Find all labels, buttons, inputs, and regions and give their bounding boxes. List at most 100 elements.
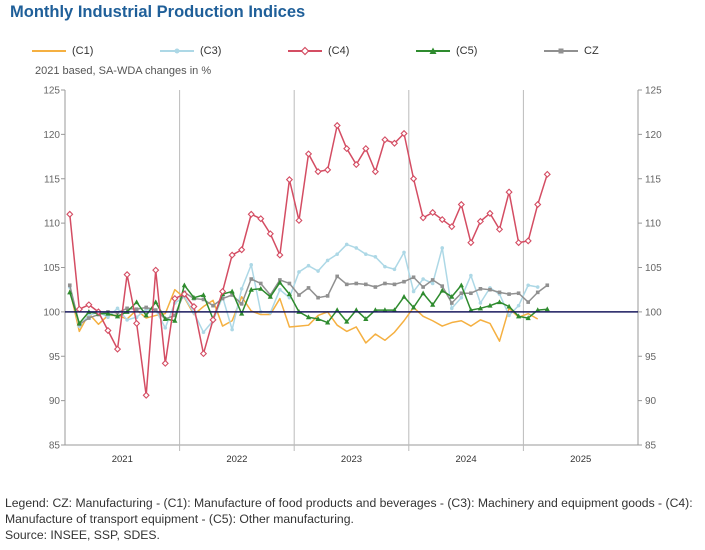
series-line-c3 xyxy=(69,243,538,334)
point-c3 xyxy=(421,277,425,281)
point-c4 xyxy=(142,391,150,399)
point-cz xyxy=(430,278,435,282)
point-cz xyxy=(440,284,445,288)
point-cz xyxy=(287,281,292,286)
point-c3 xyxy=(297,270,301,274)
point-c3 xyxy=(383,264,387,269)
point-cz xyxy=(335,274,339,279)
point-cz xyxy=(421,285,425,289)
point-cz xyxy=(354,281,359,286)
point-c4 xyxy=(190,302,198,311)
point-cz xyxy=(478,287,483,291)
point-c5 xyxy=(363,316,369,321)
point-cz xyxy=(516,291,521,296)
point-cz xyxy=(392,282,397,287)
point-cz xyxy=(306,286,311,290)
point-c5 xyxy=(506,303,512,309)
series-line-c1 xyxy=(69,288,539,344)
point-c3 xyxy=(402,250,406,255)
point-cz xyxy=(67,283,72,288)
legend-item-c4[interactable]: (C4) xyxy=(288,43,349,59)
y-tick-label-left: 105 xyxy=(43,263,60,274)
legend-item-c1[interactable]: (C1) xyxy=(32,43,93,59)
point-c4 xyxy=(228,251,236,259)
point-c5 xyxy=(191,294,197,300)
point-c5 xyxy=(496,299,503,305)
point-c4 xyxy=(390,139,399,147)
point-c4 xyxy=(295,216,303,225)
legend-item-c3[interactable]: (C3) xyxy=(160,43,221,59)
point-c3 xyxy=(440,246,445,250)
point-c5 xyxy=(200,292,207,298)
legend-label-c4: (C4) xyxy=(328,45,350,57)
point-c5 xyxy=(401,293,407,299)
point-c4 xyxy=(285,176,294,184)
point-cz xyxy=(383,281,387,286)
point-c5 xyxy=(325,319,331,325)
legend-note: Legend: CZ: Manufacturing - (C1): Manufa… xyxy=(5,496,693,526)
point-cz xyxy=(469,291,473,296)
legend-label-c5: (C5) xyxy=(456,45,478,57)
legend-item-cz[interactable]: CZ xyxy=(544,43,599,59)
year-label: 2021 xyxy=(112,454,133,465)
point-cz xyxy=(488,287,492,292)
point-c4 xyxy=(247,210,255,218)
point-c3 xyxy=(526,283,530,288)
point-c3 xyxy=(163,326,168,330)
point-c5 xyxy=(372,307,378,313)
point-c5 xyxy=(286,291,293,297)
point-cz xyxy=(526,300,530,304)
series-line-c4 xyxy=(69,124,548,397)
point-c5 xyxy=(67,289,73,295)
point-c4 xyxy=(104,326,112,335)
point-cz xyxy=(316,295,320,300)
point-c5 xyxy=(162,316,168,321)
point-c5 xyxy=(239,310,245,316)
point-c5 xyxy=(458,282,464,288)
point-c4 xyxy=(543,170,551,178)
point-cz xyxy=(125,306,129,311)
point-c4 xyxy=(314,168,322,176)
legend-item-c5[interactable]: (C5) xyxy=(416,43,477,59)
point-c3 xyxy=(278,287,282,292)
y-tick-label-left: 90 xyxy=(49,396,61,407)
point-cz xyxy=(258,281,263,286)
point-c4 xyxy=(304,150,313,158)
point-c5 xyxy=(315,316,321,321)
y-tick-label-right: 110 xyxy=(645,219,661,230)
source-note: Source: INSEE, SSP, SDES. xyxy=(5,528,160,542)
point-c5 xyxy=(172,317,178,323)
point-c5 xyxy=(105,310,111,316)
legend: (C1) (C3) (C4) (C5) CZ xyxy=(20,43,700,59)
point-c3 xyxy=(373,255,378,259)
point-cz xyxy=(325,294,330,298)
chart-subtitle: 2021 based, SA-WDA changes in % xyxy=(35,65,212,77)
point-c4 xyxy=(123,271,131,279)
y-tick-label-right: 120 xyxy=(645,130,662,141)
point-cz xyxy=(230,293,234,297)
point-cz xyxy=(344,282,349,287)
point-c4 xyxy=(180,290,188,298)
point-c3 xyxy=(459,295,464,300)
point-c3 xyxy=(478,301,483,305)
point-c4 xyxy=(66,210,74,218)
chart-plot: 85 85 90 90 95 95 100 100 105 105 110 110 115 115 120 1… xyxy=(43,86,662,466)
point-c3 xyxy=(354,246,359,250)
point-c4 xyxy=(467,239,475,247)
point-c3 xyxy=(115,306,120,311)
point-cz xyxy=(449,301,454,305)
point-c5 xyxy=(353,307,359,313)
point-c4 xyxy=(343,144,351,153)
point-c4 xyxy=(524,237,532,245)
point-c3 xyxy=(335,252,339,256)
point-c4 xyxy=(371,168,379,176)
y-tick-label-left: 120 xyxy=(43,130,60,141)
y-tick-label-left: 115 xyxy=(44,174,60,185)
point-cz xyxy=(535,290,540,295)
point-c4 xyxy=(324,166,332,174)
point-c3 xyxy=(201,330,206,335)
point-c3 xyxy=(535,285,540,289)
point-cz xyxy=(373,285,378,289)
point-c3 xyxy=(239,287,244,291)
point-cz xyxy=(87,316,91,320)
